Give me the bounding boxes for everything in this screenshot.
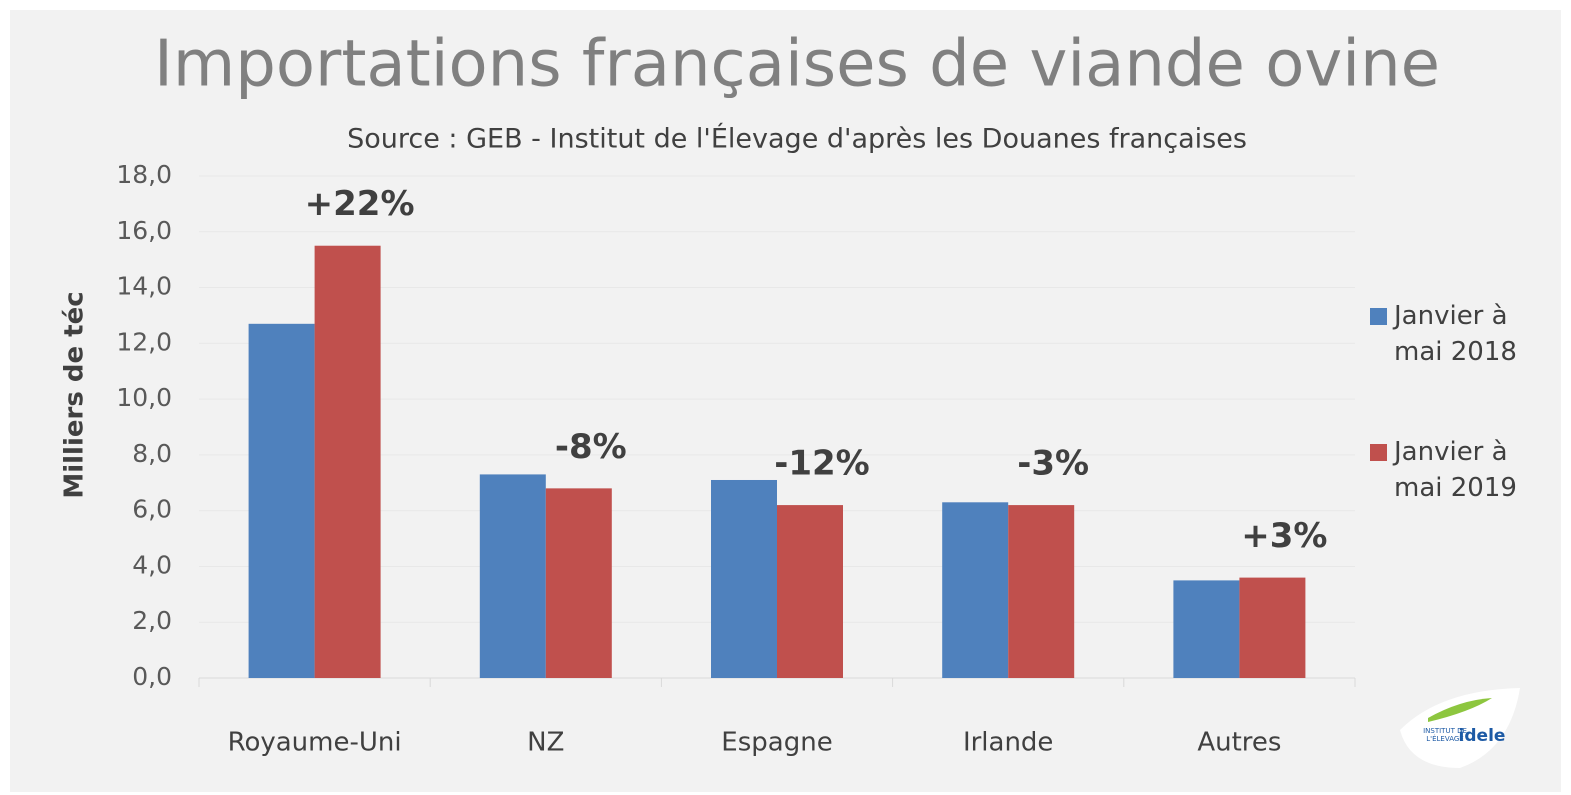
y-tick-label: 10,0 [116,383,172,412]
logo-name: idele [1459,726,1506,746]
annotation: -3% [1017,444,1089,484]
annotation: +22% [305,184,415,224]
y-tick-label: 12,0 [116,327,172,356]
annotation: +3% [1241,516,1327,556]
logo-swoosh [1428,698,1492,722]
logo-text: L'ÉLEVAGE [1426,734,1463,743]
bar [777,505,843,678]
bar [248,323,315,678]
legend-label: Janvier à mai 2018 [1394,301,1517,367]
y-tick-label: 16,0 [116,216,172,245]
legend-swatch [1370,308,1387,325]
bar [942,502,1009,678]
bar [1239,577,1306,678]
chart-subtitle: Source : GEB - Institut de l'Élevage d'a… [347,123,1247,155]
x-tick-label: Espagne [721,728,832,758]
legend-label: Janvier à mai 2019 [1394,437,1517,503]
x-tick-label: NZ [527,728,564,758]
y-tick-label: 0,0 [132,662,172,691]
y-tick-label: 2,0 [132,606,172,635]
y-tick-label: 4,0 [132,550,172,579]
bar [545,488,612,678]
bar [1173,580,1240,678]
legend-swatch [1370,444,1387,461]
annotation: -8% [555,427,627,467]
bar [479,474,546,678]
legend-item: Janvier à mai 2018 [1370,298,1560,370]
y-tick-label: 6,0 [132,495,172,524]
x-tick-label: Autres [1197,728,1281,758]
logo-text: INSTITUT DE [1423,727,1467,735]
legend-item: Janvier à mai 2019 [1370,434,1560,506]
x-tick-label: Royaume-Uni [228,728,402,758]
y-tick-label: 14,0 [116,272,172,301]
y-tick-label: 18,0 [116,160,172,189]
x-tick-label: Irlande [963,728,1054,758]
bar [711,479,777,678]
logo: INSTITUT DE L'ÉLEVAGE idele [1400,688,1520,768]
logo-shape [1400,688,1520,768]
chart-title: Importations françaises de viande ovine [154,28,1440,102]
y-tick-label: 8,0 [132,439,172,468]
bar [1008,505,1075,678]
y-axis-title: Milliers de téc [60,291,90,498]
annotation: -12% [774,444,870,484]
bar [314,245,381,678]
